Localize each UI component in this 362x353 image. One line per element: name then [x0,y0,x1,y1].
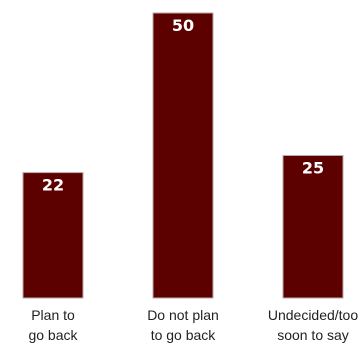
bar-value-label-0: 22 [42,176,64,195]
bars-group [22,12,344,299]
category-label-0-line-0: Plan to [31,307,75,323]
bar-value-label-1: 50 [172,16,194,35]
bar-0 [22,172,84,299]
bar-2 [282,155,344,299]
category-label-1-line-1: to go back [151,327,217,343]
category-label-1-line-0: Do not plan [147,307,219,323]
bar-value-label-2: 25 [302,159,324,178]
category-label-0-line-1: go back [28,327,78,343]
category-label-2-line-1: soon to say [277,327,349,343]
category-labels-group: Plan to go back Do not plan to go back Undec… [28,307,358,343]
category-label-2-line-0: Undecided/too [268,307,359,323]
value-labels-group: 22 50 25 [42,16,324,195]
bar-1 [152,12,214,299]
